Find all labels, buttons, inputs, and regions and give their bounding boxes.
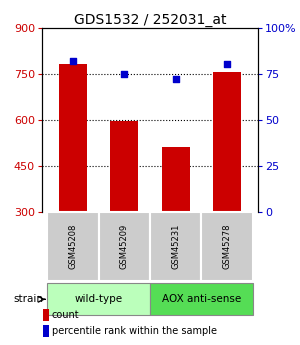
- Bar: [47, 284, 150, 315]
- Bar: [150, 211, 201, 280]
- Bar: [162, 147, 190, 211]
- Point: [173, 76, 178, 82]
- Point: [225, 62, 230, 67]
- Text: strain: strain: [13, 294, 43, 304]
- Bar: [99, 211, 150, 280]
- Point: [122, 71, 127, 76]
- Bar: [59, 65, 87, 211]
- Bar: [43, 309, 49, 321]
- Text: GSM45209: GSM45209: [120, 224, 129, 269]
- Title: GDS1532 / 252031_at: GDS1532 / 252031_at: [74, 12, 226, 27]
- Text: count: count: [52, 310, 80, 320]
- Bar: [213, 72, 241, 211]
- Text: GSM45208: GSM45208: [68, 224, 77, 269]
- Bar: [150, 284, 253, 315]
- Bar: [47, 211, 99, 280]
- Bar: [110, 121, 138, 211]
- Text: AOX anti-sense: AOX anti-sense: [162, 294, 241, 304]
- Text: percentile rank within the sample: percentile rank within the sample: [52, 326, 217, 336]
- Text: GSM45278: GSM45278: [223, 223, 232, 269]
- Text: GSM45231: GSM45231: [171, 224, 180, 269]
- Point: [70, 58, 75, 63]
- Bar: [201, 211, 253, 280]
- Bar: [43, 325, 49, 337]
- Text: wild-type: wild-type: [74, 294, 123, 304]
